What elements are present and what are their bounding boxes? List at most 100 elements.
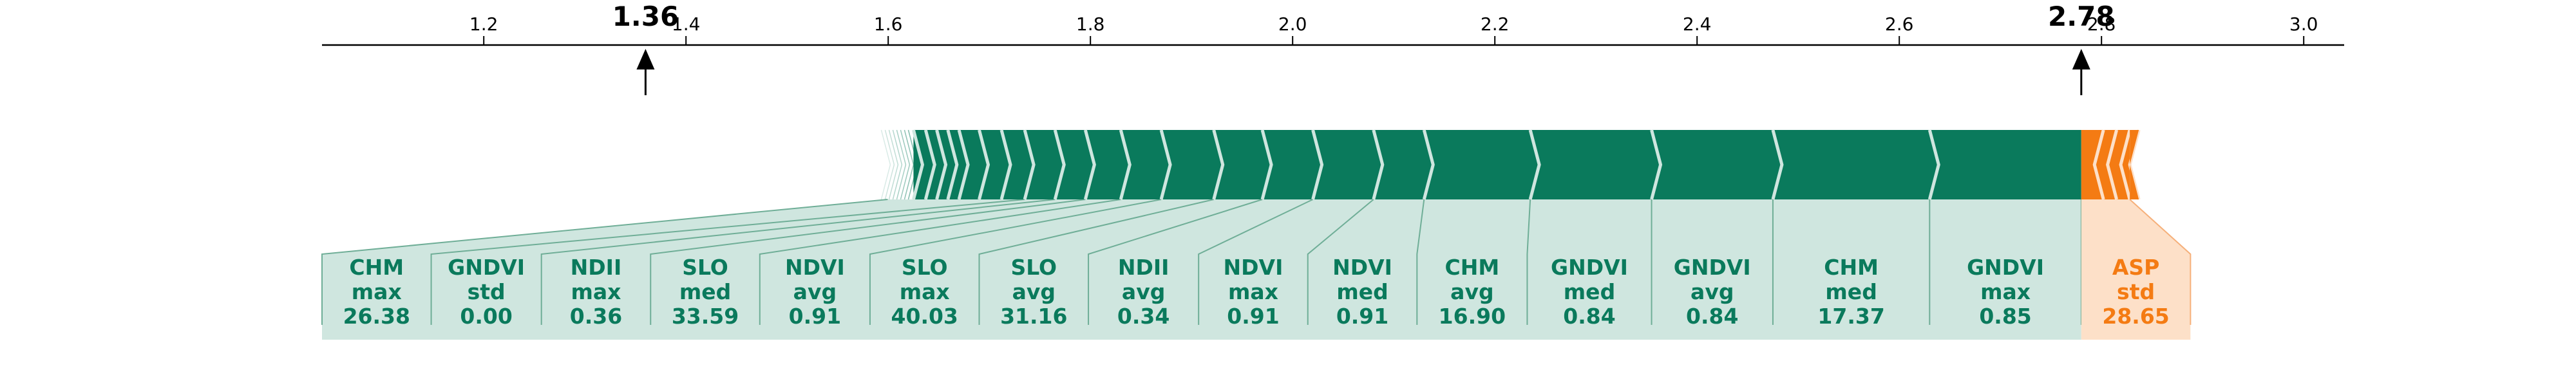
positive-bar-segment-divider — [1650, 129, 1663, 200]
connector-line — [1198, 199, 1314, 325]
axis-tick-label: 2.2 — [1481, 14, 1510, 35]
marker-layer: 1.36 2.78 — [612, 1, 2115, 95]
feature-name: CHM — [1824, 255, 1879, 280]
feature-stat: max — [352, 279, 402, 304]
feature-stat: max — [1980, 279, 2031, 304]
feature-stat: max — [571, 279, 621, 304]
feature-value: 0.91 — [1227, 304, 1279, 329]
feature-value: 0.00 — [460, 304, 512, 329]
positive-bar-segment-divider — [1372, 129, 1385, 200]
feature-name: NDII — [571, 255, 622, 280]
feature-value: 0.84 — [1563, 304, 1615, 329]
feature-name: CHM — [1445, 255, 1500, 280]
positive-bar-segment-divider — [1023, 129, 1036, 200]
positive-bar-segment-divider — [1260, 129, 1273, 200]
connector-line — [759, 199, 1121, 325]
positive-tail-chevron — [900, 129, 911, 200]
positive-bar-segment-divider — [1528, 129, 1541, 200]
feature-name: NDVI — [1224, 255, 1283, 280]
connector-line — [321, 199, 888, 325]
feature-label-layer: CHMmax26.38GNDVIstd0.00NDIImax0.36SLOmed… — [321, 199, 2192, 340]
feature-name: NDII — [1118, 255, 1170, 280]
positive-bar-segment-divider — [1083, 129, 1096, 200]
connector-line — [1307, 199, 1374, 325]
positive-bar-segment-divider — [1053, 129, 1066, 200]
value-marker: 2.78 — [2048, 1, 2115, 95]
marker-arrow-icon — [2072, 49, 2090, 69]
positive-tail-chevron — [880, 129, 891, 200]
positive-bar-segment-divider — [978, 129, 990, 200]
positive-bar-segment-divider — [1212, 129, 1225, 200]
feature-name: GNDVI — [1967, 255, 2044, 280]
feature-name: NDVI — [1332, 255, 1392, 280]
feature-stat: med — [1564, 279, 1615, 304]
feature-name: SLO — [902, 255, 948, 280]
positive-bar-segment-divider — [1119, 129, 1132, 200]
feature-value: 0.34 — [1117, 304, 1170, 329]
force-bar-layer — [880, 129, 2141, 200]
feature-value: 0.91 — [1336, 304, 1388, 329]
feature-name: GNDVI — [1674, 255, 1751, 280]
negative-bar — [2081, 130, 2130, 199]
feature-name: CHM — [349, 255, 404, 280]
negative-bar-segment-divider — [2092, 129, 2105, 200]
connector-line — [430, 199, 1025, 325]
feature-value: 17.37 — [1817, 304, 1884, 329]
feature-stat: std — [2117, 279, 2155, 304]
marker-label: 1.36 — [612, 1, 679, 32]
feature-stat: avg — [1690, 279, 1734, 304]
positive-tail-chevron — [892, 129, 903, 200]
feature-stat: avg — [1012, 279, 1056, 304]
marker-arrow-icon — [636, 49, 655, 69]
positive-connector-fan — [322, 199, 2081, 254]
positive-bar-segment-divider — [957, 129, 970, 200]
feature-stat: max — [1228, 279, 1278, 304]
feature-name: SLO — [682, 255, 728, 280]
connector-line — [978, 199, 1214, 325]
connector-line — [540, 199, 1056, 325]
feature-value: 0.36 — [570, 304, 622, 329]
feature-value: 40.03 — [891, 304, 958, 329]
connector-line — [1416, 199, 1425, 325]
connector-line — [869, 199, 1162, 325]
value-axis: 1.2 1.4 1.6 1.8 2.0 2.2 2.4 2.6 2.8 3.0 — [322, 14, 2344, 46]
axis-tick-label: 1.8 — [1076, 14, 1105, 35]
positive-bar-segment-divider — [1311, 129, 1324, 200]
axis-tick-label: 1.6 — [874, 14, 903, 35]
feature-stat: med — [1336, 279, 1388, 304]
feature-stat: avg — [793, 279, 837, 304]
feature-name: SLO — [1010, 255, 1057, 280]
feature-stat: med — [1825, 279, 1877, 304]
axis-tick-label: 1.2 — [469, 14, 498, 35]
positive-tail-chevron — [888, 129, 899, 200]
connector-line — [1088, 199, 1263, 325]
feature-stat: avg — [1122, 279, 1165, 304]
feature-name: GNDVI — [1551, 255, 1628, 280]
feature-value: 28.65 — [2102, 304, 2169, 329]
axis-tick-label: 2.4 — [1683, 14, 1712, 35]
feature-name: ASP — [2112, 255, 2160, 280]
feature-value: 33.59 — [672, 304, 739, 329]
axis-tick-label: 2.0 — [1278, 14, 1307, 35]
feature-value: 0.91 — [789, 304, 841, 329]
axis-tick-label: 1.4 — [672, 14, 701, 35]
feature-stat: max — [900, 279, 950, 304]
positive-bar-segment-divider — [935, 129, 948, 200]
feature-value: 0.85 — [1979, 304, 2031, 329]
positive-bar-segment-divider — [912, 129, 925, 200]
positive-label-band — [322, 254, 2081, 340]
positive-tail-chevron — [896, 129, 907, 200]
